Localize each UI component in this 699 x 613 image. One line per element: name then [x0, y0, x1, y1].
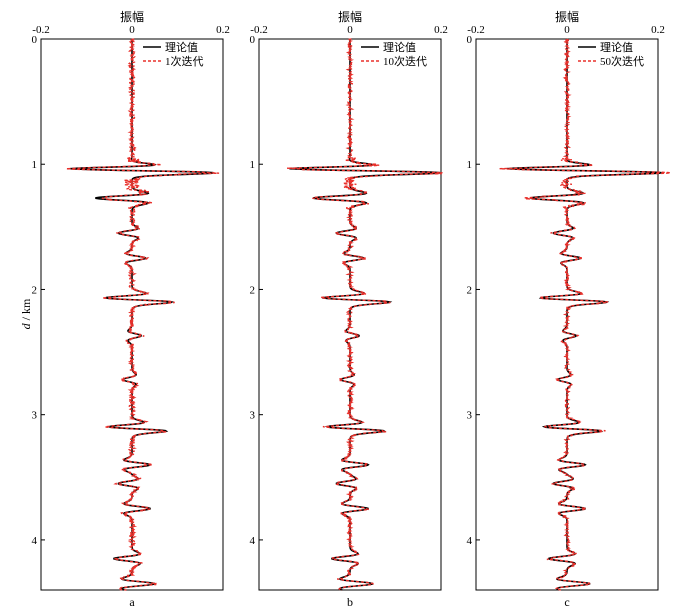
- legend-label-true: 理论值: [600, 40, 633, 54]
- x-axis-title: 振幅: [120, 9, 144, 24]
- y-tick-label: 1: [250, 159, 256, 171]
- legend-label-true: 理论值: [165, 40, 198, 54]
- panel-label: c: [564, 595, 569, 609]
- y-tick-label: 0: [32, 34, 38, 46]
- y-tick-label: 1: [32, 159, 38, 171]
- x-tick-label: 0: [564, 24, 570, 36]
- y-tick-label: 3: [250, 410, 256, 422]
- y-tick-label: 2: [467, 284, 473, 296]
- x-tick-label: 0: [129, 24, 135, 36]
- legend-label-iterated: 50次迭代: [600, 54, 644, 68]
- series-line-iterated: [286, 38, 443, 591]
- panel-label: a: [129, 595, 135, 609]
- x-tick-label: 0: [347, 24, 353, 36]
- legend-box: [139, 41, 221, 71]
- x-tick-label: -0.2: [250, 24, 267, 36]
- legend-box: [357, 41, 439, 71]
- legend-box: [574, 41, 656, 71]
- series-line-iterated: [499, 38, 671, 591]
- y-tick-label: 1: [467, 159, 473, 171]
- y-tick-label: 4: [250, 535, 256, 547]
- y-tick-label: 2: [250, 284, 256, 296]
- x-axis-title: 振幅: [338, 9, 362, 24]
- y-tick-label: 0: [467, 34, 473, 46]
- y-tick-label: 4: [467, 535, 473, 547]
- y-axis-label-unit: / km: [19, 298, 33, 323]
- series-line-iterated: [66, 38, 220, 591]
- x-tick-label: 0.2: [434, 24, 448, 36]
- y-tick-label: 3: [467, 410, 473, 422]
- legend-label-true: 理论值: [383, 40, 416, 54]
- y-tick-label: 2: [32, 284, 38, 296]
- y-tick-label: 0: [250, 34, 256, 46]
- panel-label: b: [347, 595, 353, 609]
- x-tick-label: 0.2: [216, 24, 230, 36]
- x-tick-label: 0.2: [651, 24, 665, 36]
- x-tick-label: -0.2: [32, 24, 49, 36]
- y-tick-label: 4: [32, 535, 38, 547]
- y-tick-label: 3: [32, 410, 38, 422]
- series-line-true: [289, 39, 441, 591]
- legend-label-iterated: 1次迭代: [165, 54, 204, 68]
- y-axis-label-italic: d: [19, 322, 33, 329]
- legend-label-iterated: 10次迭代: [383, 54, 427, 68]
- y-axis-label: d / km: [19, 298, 33, 329]
- x-axis-title: 振幅: [555, 9, 579, 24]
- x-tick-label: -0.2: [467, 24, 484, 36]
- series-line-true: [506, 39, 662, 591]
